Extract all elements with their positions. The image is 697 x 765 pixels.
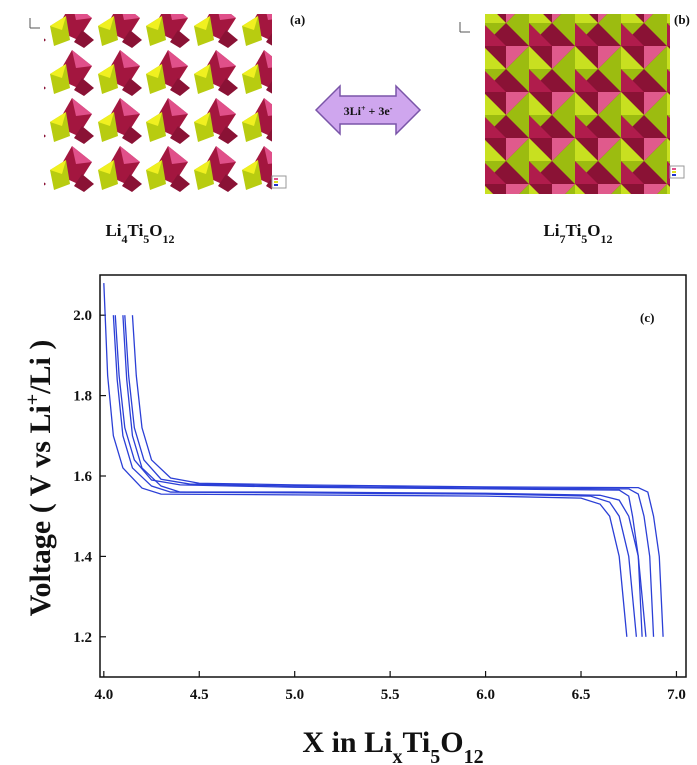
x-tick-label: 5.5: [381, 687, 400, 703]
x-title-sub: x: [392, 746, 402, 765]
formula-part: Li: [543, 221, 559, 240]
formula-part: Li: [105, 221, 121, 240]
voltage-curve: [132, 315, 663, 637]
x-title-part: O: [440, 726, 463, 759]
x-tick-label: 6.0: [476, 687, 495, 703]
structure-b: [485, 14, 670, 194]
x-tick-label: 6.5: [572, 687, 591, 703]
y-tick-label: 1.8: [73, 389, 92, 405]
reaction-part: + 3e: [366, 104, 391, 118]
formula: Li4Ti5O12: [105, 221, 174, 246]
x-title-sub: 12: [464, 746, 484, 765]
y-title-part: Voltage ( V vs Li: [24, 405, 57, 616]
x-title-sub: 5: [430, 746, 440, 765]
reaction-part: 3Li: [344, 104, 362, 118]
x-axis-title: X in LixTi5O12: [302, 726, 483, 765]
formula-part: O: [587, 221, 600, 240]
voltage-curve: [104, 283, 627, 637]
formula-sub: 12: [163, 232, 175, 246]
voltage-curve: [115, 315, 642, 637]
reaction-sup: -: [390, 104, 393, 113]
plot-frame: [100, 275, 686, 677]
x-tick-label: 5.0: [285, 687, 304, 703]
y-axis-title: Voltage ( V vs Li+/Li ): [22, 340, 57, 617]
x-tick-label: 4.5: [190, 687, 209, 703]
y-tick-label: 2.0: [73, 308, 92, 324]
panel-tag: (b): [674, 12, 690, 27]
reaction: 3Li+ + 3e-: [344, 104, 393, 119]
voltage-curve: [123, 315, 646, 637]
panel-tag: (a): [290, 12, 305, 27]
y-tick-label: 1.2: [73, 630, 92, 646]
formula: Li7Ti5O12: [543, 221, 612, 246]
figure: (a) (b) Li4Ti5O12 Li7Ti5O12 3Li+ + 3e- (…: [0, 0, 697, 765]
y-title-part: /Li ): [24, 340, 57, 395]
x-title-part: Ti: [402, 726, 430, 759]
voltage-curve: [125, 315, 654, 637]
structure-a: [44, 14, 272, 194]
formula-part: Ti: [128, 221, 144, 240]
y-tick-label: 1.4: [73, 549, 92, 565]
y-title-sup: +: [22, 394, 44, 405]
voltage-curve: [113, 315, 636, 637]
formula-part: Ti: [566, 221, 582, 240]
panel-tag: (c): [640, 310, 654, 325]
x-tick-label: 7.0: [667, 687, 686, 703]
x-title-part: X in Li: [302, 726, 392, 759]
y-tick-label: 1.6: [73, 469, 92, 485]
formula-sub: 12: [601, 232, 613, 246]
x-tick-label: 4.0: [94, 687, 113, 703]
formula-part: O: [149, 221, 162, 240]
